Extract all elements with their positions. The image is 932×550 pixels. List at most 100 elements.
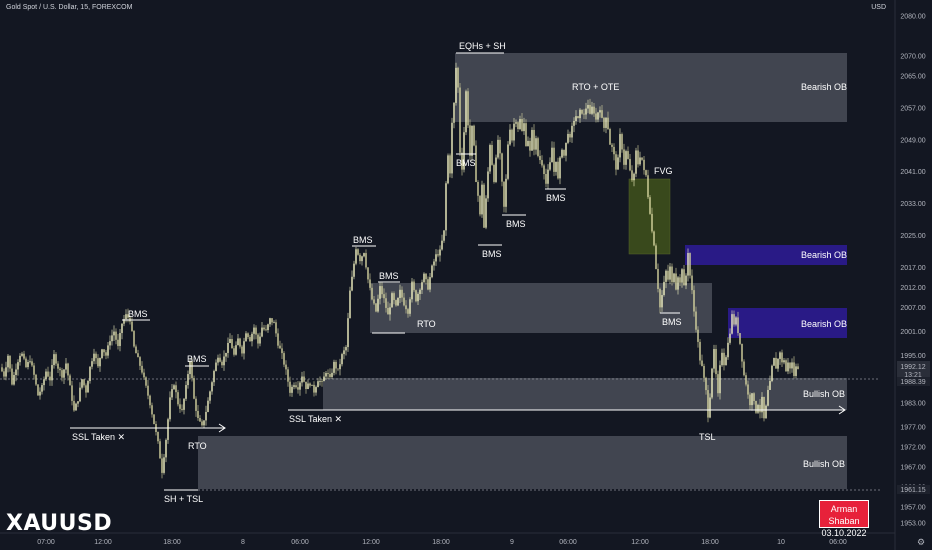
candle-body xyxy=(195,398,197,411)
candle-body xyxy=(223,356,225,366)
candle-body xyxy=(269,318,271,325)
candle-body xyxy=(37,384,39,396)
label-bms-6: BMS xyxy=(482,249,502,259)
candle-body xyxy=(175,385,177,393)
label-bms-1: BMS xyxy=(128,309,148,319)
candle-body xyxy=(309,383,311,386)
candle-body xyxy=(411,281,413,300)
price-axis[interactable]: 2080.00 2070.00 2065.00 2057.00 2049.00 2041.… xyxy=(900,14,925,528)
candle-body xyxy=(217,357,219,363)
candle-body xyxy=(179,404,181,409)
candle-body xyxy=(101,349,103,359)
candle-body xyxy=(379,286,381,299)
candle-body xyxy=(679,277,681,283)
candle-body xyxy=(509,129,511,145)
bearish-ob-zone-top xyxy=(455,53,847,122)
candle-body xyxy=(111,335,113,342)
candle-body xyxy=(547,169,549,184)
label-bms-5: BMS xyxy=(456,158,476,168)
candle-body xyxy=(685,275,687,286)
candle-body xyxy=(41,385,43,392)
time-tick: 12:00 xyxy=(94,539,112,546)
candle-body xyxy=(387,307,389,315)
candle-body xyxy=(65,363,67,370)
time-axis[interactable]: 07:00 12:00 18:00 8 06:00 12:00 18:00 9 06:00 12:… xyxy=(37,539,847,546)
candle-body xyxy=(235,345,237,355)
price-tick: 2017.00 xyxy=(900,265,925,272)
candle-body xyxy=(737,317,739,334)
candle-body xyxy=(669,266,671,280)
candle-body xyxy=(311,384,313,386)
candle-body xyxy=(549,162,551,170)
candle-body xyxy=(481,184,483,215)
line-price-badge-1 xyxy=(897,377,930,386)
candle-body xyxy=(51,365,53,381)
candle-body xyxy=(215,362,217,371)
candle-body xyxy=(541,160,543,166)
candle-body xyxy=(725,357,727,366)
settings-icon[interactable]: ⚙ xyxy=(916,538,926,548)
candle-body xyxy=(251,333,253,342)
candle-body xyxy=(749,394,751,406)
time-tick: 18:00 xyxy=(701,539,719,546)
time-tick: 07:00 xyxy=(37,539,55,546)
candle-body xyxy=(87,381,89,393)
label-rto-ote: RTO + OTE xyxy=(572,82,619,92)
candle-body xyxy=(397,298,399,306)
candle-body xyxy=(661,295,663,308)
candle-body xyxy=(579,109,581,119)
candle-body xyxy=(105,352,107,356)
candle-body xyxy=(75,403,77,411)
candle-body xyxy=(123,319,125,324)
candle-body xyxy=(751,393,753,406)
bullish-ob-zone-1 xyxy=(323,378,847,410)
currency-label: USD xyxy=(871,4,886,11)
candle-body xyxy=(249,337,251,342)
candle-body xyxy=(353,263,355,277)
candle-body xyxy=(109,341,111,346)
candle-body xyxy=(687,253,689,276)
candle-body xyxy=(781,352,783,363)
candle-body xyxy=(297,387,299,390)
candle-body xyxy=(453,102,455,123)
candle-body xyxy=(63,369,65,378)
candle-body xyxy=(451,122,453,174)
candle-body xyxy=(295,385,297,388)
candle-body xyxy=(55,354,57,364)
candle-body xyxy=(505,178,507,207)
candle-body xyxy=(359,254,361,262)
candle-body xyxy=(417,293,419,302)
candle-body xyxy=(103,349,105,353)
candle-body xyxy=(717,374,719,394)
candle-body xyxy=(45,371,47,380)
candle-body xyxy=(563,149,565,156)
candle-body xyxy=(635,150,637,174)
price-tick: 2012.00 xyxy=(900,285,925,292)
candle-body xyxy=(11,368,13,385)
candle-body xyxy=(519,119,521,129)
candle-body xyxy=(787,362,789,372)
author-name: Arman Shaban xyxy=(828,504,860,526)
candle-body xyxy=(121,323,123,334)
candle-body xyxy=(99,358,101,367)
candle-body xyxy=(477,181,479,196)
price-tick: 1977.00 xyxy=(900,425,925,432)
candle-body xyxy=(797,366,799,370)
label-bms-9: BMS xyxy=(662,317,682,327)
candle-body xyxy=(85,385,87,393)
candle-body xyxy=(227,342,229,353)
candle-body xyxy=(229,339,231,343)
candle-body xyxy=(607,117,609,130)
candle-body xyxy=(9,355,11,369)
candle-body xyxy=(731,314,733,334)
label-sh-tsl: SH + TSL xyxy=(164,494,203,504)
candle-body xyxy=(307,383,309,390)
candle-body xyxy=(585,108,587,115)
candle-body xyxy=(609,129,611,145)
candle-body xyxy=(625,151,627,165)
candle-body xyxy=(31,361,33,366)
candle-body xyxy=(709,397,711,418)
candle-body xyxy=(183,398,185,410)
candle-body xyxy=(339,364,341,370)
